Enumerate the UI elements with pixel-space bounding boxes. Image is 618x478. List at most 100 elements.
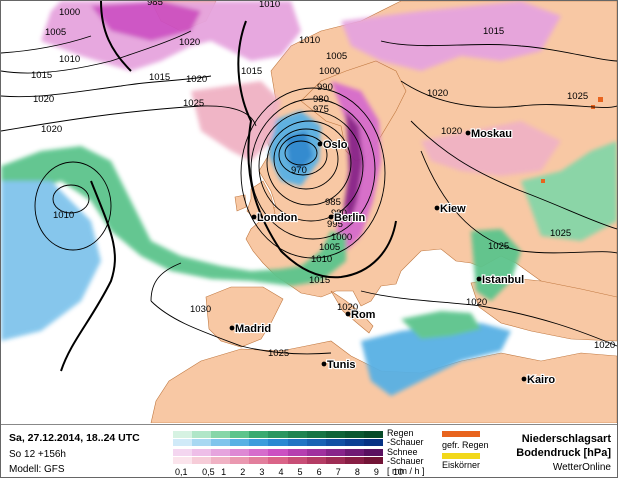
- scale-swatch: [249, 449, 269, 456]
- scale-swatch: [192, 449, 212, 456]
- city-label-kairo: Kairo: [527, 374, 555, 386]
- isobar-label: 1015: [31, 70, 52, 81]
- city-marker: [317, 141, 323, 147]
- isobar-label: 1025: [488, 241, 509, 252]
- precip-showers-atlantic: [1, 181, 101, 341]
- scale-value: 4: [278, 467, 284, 477]
- isobar-label: 1000: [59, 7, 80, 18]
- isobar-label: 1020: [179, 37, 200, 48]
- freezing-rain-label: gefr. Regen: [442, 440, 489, 450]
- isobar-label: 1000: [331, 232, 352, 243]
- showers-color-scale: [173, 439, 384, 446]
- isobar-label: 1000: [319, 66, 340, 77]
- scale-value: 1: [221, 467, 227, 477]
- city-marker: [328, 214, 334, 220]
- isobar-label: 995: [327, 219, 343, 230]
- precip-rain-east: [521, 141, 617, 241]
- scale-swatch: [287, 449, 307, 456]
- land-iberia: [205, 286, 284, 348]
- legend-snow-label: Schnee: [387, 447, 418, 457]
- scale-swatch: [325, 439, 345, 446]
- isobar-label: 1025: [183, 98, 204, 109]
- snow-showers-color-scale: [173, 457, 384, 464]
- isobar-label: 1010: [299, 35, 320, 46]
- scale-swatch: [287, 457, 307, 464]
- city-label-moskau: Moskau: [471, 128, 512, 140]
- isobar-label: 1020: [186, 74, 207, 85]
- isobar-label: 1020: [594, 340, 615, 351]
- precip-showers-med: [361, 323, 511, 396]
- scale-swatch: [325, 449, 345, 456]
- isobar-label: 1025: [268, 348, 289, 359]
- land-anatolia: [470, 276, 617, 342]
- scale-swatch: [306, 449, 326, 456]
- isobar-label: 980: [313, 94, 329, 105]
- scale-swatch: [173, 449, 193, 456]
- scale-swatch: [230, 449, 250, 456]
- legend-rain-label: Regen: [387, 428, 414, 438]
- scale-swatch: [211, 431, 231, 438]
- isobar-label: 1030: [190, 304, 211, 315]
- scale-swatch: [363, 457, 384, 464]
- city-label-rom: Rom: [351, 309, 376, 321]
- freezing-rain-swatch: [442, 431, 480, 437]
- legend-title-precip-type: Niederschlagsart: [521, 433, 611, 445]
- city-label-oslo: Oslo: [323, 139, 348, 151]
- scale-swatch: [344, 449, 364, 456]
- city-marker: [521, 376, 527, 382]
- scale-swatch: [287, 439, 307, 446]
- scale-swatch: [249, 457, 269, 464]
- isobar-bold-layer: [60, 1, 397, 372]
- city-marker: [476, 276, 482, 282]
- city-marker: [345, 311, 351, 317]
- isobar-label: 1020: [427, 88, 448, 99]
- scale-swatch: [230, 439, 250, 446]
- brand-label: WetterOnline: [552, 462, 611, 473]
- scale-swatch: [306, 457, 326, 464]
- scale-swatch: [344, 457, 364, 464]
- scale-swatch: [306, 431, 326, 438]
- scale-swatch: [287, 431, 307, 438]
- ice-pellets-swatch: [442, 453, 480, 459]
- scale-swatch: [230, 457, 250, 464]
- precip-snow-north-deep: [91, 1, 201, 41]
- isobar-label: 1025: [550, 228, 571, 239]
- precip-snow-east2: [421, 121, 561, 176]
- isobar-label: 1020: [466, 297, 487, 308]
- isobar-label: 975: [313, 104, 329, 115]
- scale-swatch: [268, 457, 288, 464]
- isobar-label: 990: [317, 82, 333, 93]
- isobar-label: 1020: [441, 126, 462, 137]
- city-marker: [321, 361, 327, 367]
- scale-swatch: [363, 439, 384, 446]
- scale-swatch: [268, 431, 288, 438]
- city-layer: Oslo Moskau London Berlin Kiew Istanbul Madrid…: [229, 127, 556, 387]
- isobar-label: 985: [325, 197, 341, 208]
- scale-swatch: [211, 439, 231, 446]
- land-italy: [330, 290, 374, 334]
- scale-swatch: [230, 431, 250, 438]
- snow-color-scale: [173, 449, 384, 456]
- isobar-label: 1015: [483, 26, 504, 37]
- scale-swatch: [173, 457, 193, 464]
- scale-swatch: [306, 439, 326, 446]
- scale-swatch: [363, 431, 384, 438]
- legend-rain-showers-label: -Schauer: [387, 437, 424, 447]
- precip-rain-med: [401, 311, 481, 339]
- city-marker: [251, 214, 257, 220]
- isobar-label: 1005: [45, 27, 66, 38]
- isobar-label: 1015: [241, 66, 262, 77]
- scale-value: 6: [316, 467, 322, 477]
- scale-swatch: [344, 439, 364, 446]
- isobar-label: 1005: [319, 242, 340, 253]
- forecast-date: Sa, 27.12.2014, 18..24 UTC: [9, 432, 140, 444]
- model-name: Modell: GFS: [9, 464, 65, 475]
- scale-value: 0,1: [175, 467, 188, 477]
- forecast-step: So 12 +156h: [9, 449, 66, 460]
- scale-swatch: [363, 449, 384, 456]
- isobar-label: 1015: [149, 72, 170, 83]
- city-label-madrid: Madrid: [235, 323, 271, 335]
